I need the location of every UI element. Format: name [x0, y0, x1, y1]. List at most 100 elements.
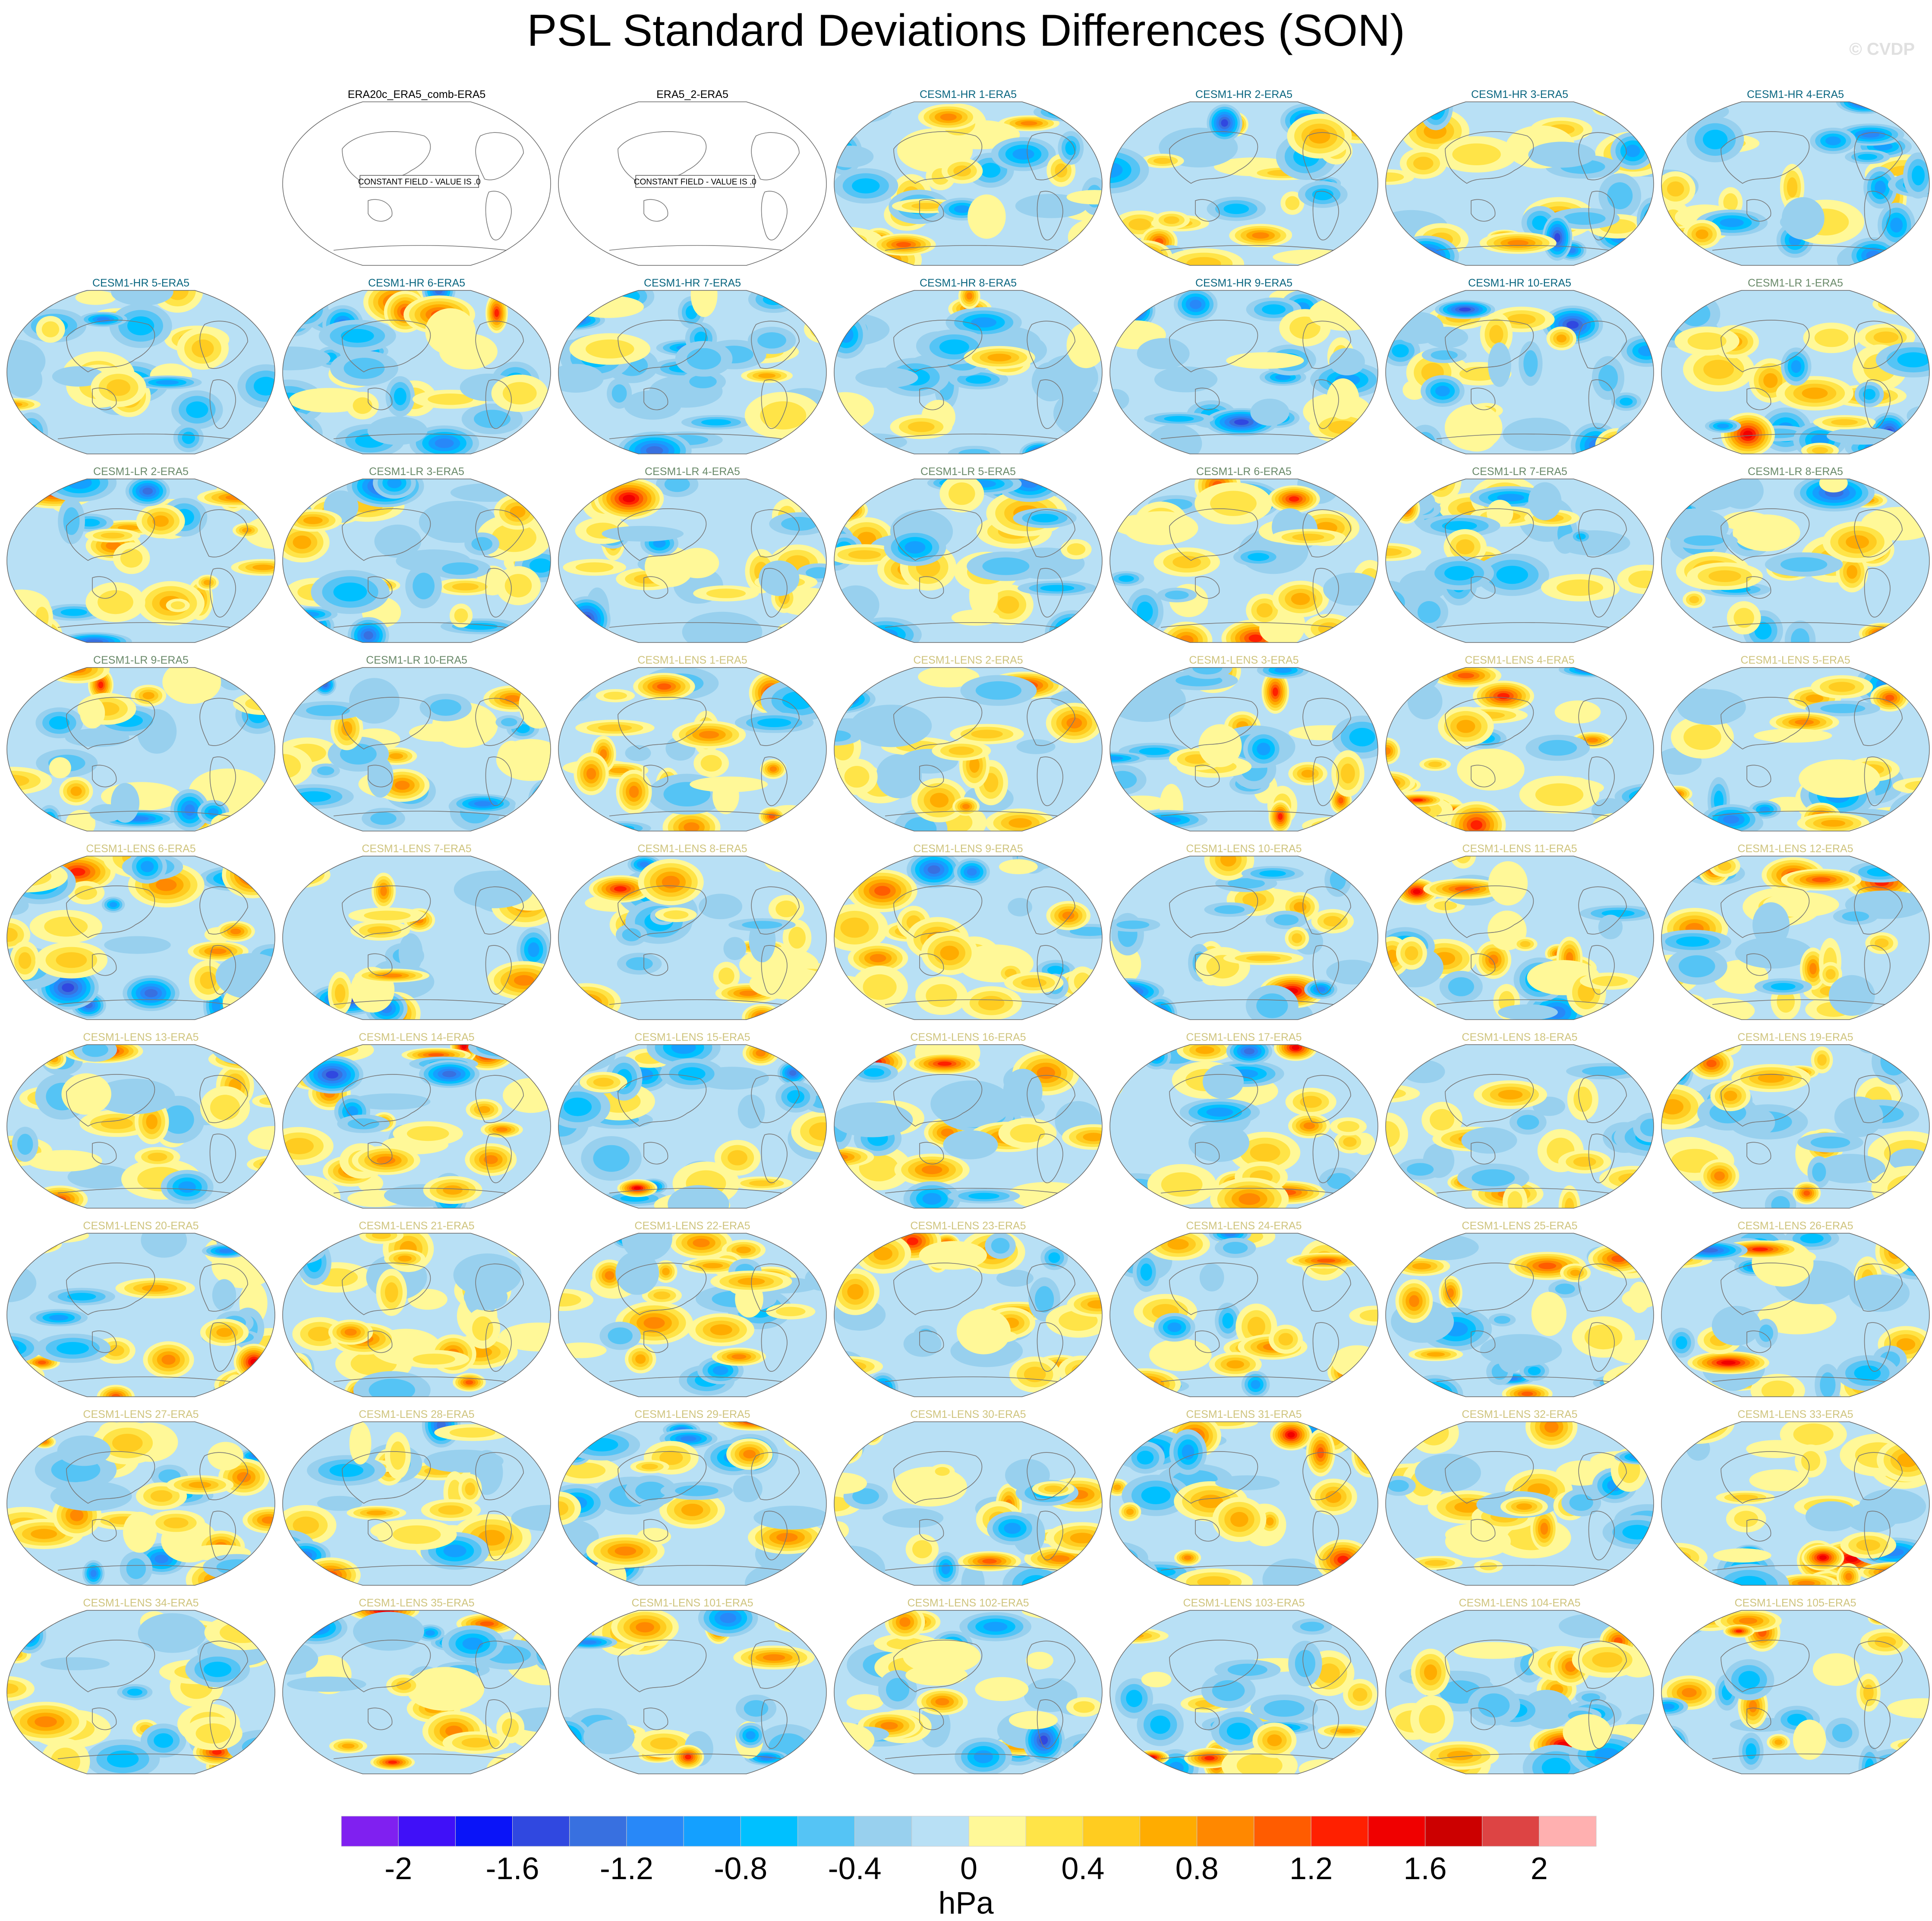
contour-fill — [1874, 331, 1899, 343]
contour-fill — [1131, 1378, 1159, 1391]
contour-fill — [862, 249, 876, 254]
contour-fill — [623, 495, 635, 502]
contour-fill — [847, 1284, 863, 1300]
contour-fill — [1684, 535, 1724, 546]
contour-fill — [1791, 360, 1801, 373]
contour-fill — [40, 1233, 66, 1241]
contour-fill — [864, 1068, 884, 1077]
contour-fill — [1600, 104, 1611, 110]
contour-fill — [792, 856, 807, 873]
map — [1661, 667, 1930, 831]
panel-title: CESM1-LENS 20-ERA5 — [6, 1220, 276, 1232]
contour-fill — [1875, 938, 1888, 948]
contour-fill — [1528, 482, 1561, 520]
map-panel: CESM1-LENS 28-ERA5 — [282, 1408, 552, 1590]
contour-fill — [1291, 593, 1310, 605]
contour-fill — [1250, 399, 1289, 426]
contour-fill — [76, 290, 116, 305]
contour-fill — [282, 1006, 326, 1020]
contour-fill — [1661, 487, 1677, 502]
contour-fill — [842, 105, 867, 115]
contour-fill — [1637, 620, 1645, 623]
map-panel: CESM1-LENS 15-ERA5 — [558, 1031, 827, 1212]
panel-title: CESM1-LENS 3-ERA5 — [1109, 654, 1379, 667]
contour-fill — [1388, 441, 1427, 454]
contour-fill — [1252, 232, 1269, 239]
contour-fill — [1528, 1367, 1541, 1375]
contour-fill — [1676, 1336, 1687, 1349]
contour-fill — [791, 624, 827, 633]
contour-fill — [294, 1549, 317, 1562]
contour-fill — [1661, 483, 1683, 506]
panel-title: CESM1-HR 9-ERA5 — [1109, 277, 1379, 290]
panel-title: CESM1-LR 9-ERA5 — [6, 654, 276, 667]
contour-fill — [1815, 329, 1849, 347]
contour-fill — [1003, 1069, 1043, 1115]
contour-fill — [1409, 1234, 1479, 1260]
contour-fill — [286, 628, 321, 643]
contour-fill — [1802, 387, 1828, 399]
contour-fill — [246, 870, 258, 879]
panel-title: CESM1-HR 10-ERA5 — [1385, 277, 1655, 290]
panel-title: CESM1-LENS 21-ERA5 — [282, 1220, 552, 1232]
contour-fill — [1812, 877, 1831, 882]
contour-fill — [156, 380, 179, 385]
contour-fill — [1759, 1325, 1773, 1342]
contour-fill — [1910, 482, 1930, 498]
contour-fill — [237, 1056, 258, 1062]
contour-fill — [496, 1127, 508, 1132]
contour-fill — [1494, 1316, 1510, 1324]
contour-fill — [1090, 1196, 1097, 1204]
contour-fill — [1849, 1275, 1910, 1312]
contour-fill — [1720, 218, 1743, 227]
contour-fill — [1234, 419, 1249, 425]
contour-fill — [212, 1279, 236, 1311]
contour-fill — [394, 388, 407, 405]
contour-fill — [863, 974, 897, 1000]
contour-fill — [1393, 312, 1443, 344]
contour-fill — [317, 766, 334, 775]
contour-fill — [788, 293, 799, 296]
contour-fill — [1661, 485, 1680, 504]
contour-fill — [922, 1165, 942, 1174]
panel-title: CESM1-LENS 19-ERA5 — [1661, 1031, 1930, 1044]
contour-fill — [1274, 914, 1299, 926]
contour-fill — [1114, 1233, 1144, 1242]
contour-fill — [306, 705, 350, 716]
contour-fill — [1535, 783, 1583, 806]
contour-fill — [1292, 933, 1302, 943]
contour-fill — [243, 668, 259, 682]
contour-fill — [184, 804, 195, 816]
contour-fill — [1877, 817, 1907, 831]
contour-fill — [1073, 674, 1091, 680]
contour-fill — [282, 1247, 302, 1257]
contour-fill — [1448, 977, 1474, 996]
contour-fill — [518, 1241, 528, 1248]
map — [833, 290, 1103, 454]
contour-fill — [769, 856, 789, 866]
contour-fill — [723, 937, 746, 960]
contour-fill — [758, 373, 775, 378]
contour-fill — [612, 384, 627, 403]
contour-fill — [1116, 1044, 1143, 1053]
contour-fill — [1799, 759, 1880, 798]
contour-fill — [1427, 1352, 1445, 1357]
contour-fill — [1337, 1121, 1359, 1132]
contour-fill — [855, 368, 918, 388]
contour-fill — [539, 856, 546, 860]
panel-title: CESM1-HR 2-ERA5 — [1109, 88, 1379, 101]
contour-fill — [1385, 438, 1432, 454]
contour-fill — [1592, 976, 1628, 986]
contour-fill — [430, 699, 461, 716]
contour-fill — [657, 683, 671, 690]
map-panel: CESM1-LENS 2-ERA5 — [833, 654, 1103, 835]
map-panel: CESM1-LENS 16-ERA5 — [833, 1031, 1103, 1212]
contour-fill — [1488, 955, 1498, 965]
contour-fill — [1611, 441, 1623, 450]
contour-fill — [44, 916, 88, 936]
map-panel: CESM1-LENS 20-ERA5 — [6, 1220, 276, 1401]
contour-fill — [208, 1442, 243, 1471]
contour-fill — [1598, 365, 1618, 391]
contour-fill — [1122, 299, 1147, 321]
map — [282, 479, 552, 643]
